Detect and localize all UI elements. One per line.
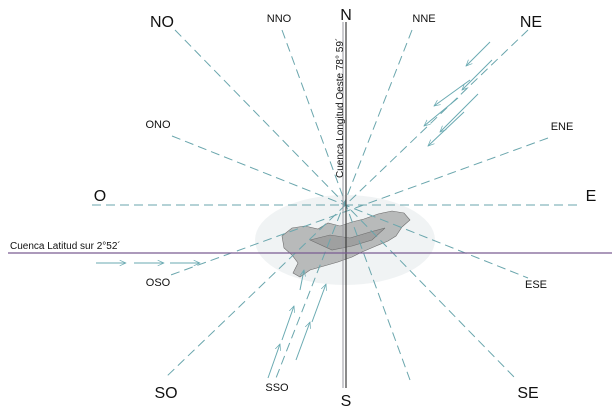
label-so: SO: [154, 385, 177, 402]
wind-arrows-sso: [267, 270, 326, 379]
label-se: SE: [517, 385, 538, 402]
label-ono: ONO: [145, 119, 171, 131]
longitude-annotation: Cuenca Longitud Oeste 78° 59´: [334, 38, 346, 178]
label-nno: NNO: [267, 13, 292, 25]
label-oso: OSO: [146, 277, 171, 289]
label-ne: NE: [520, 14, 542, 31]
label-e: E: [586, 188, 597, 205]
line-ono-ese: [171, 135, 529, 279]
label-n: N: [340, 7, 352, 24]
city-area: [255, 195, 435, 285]
label-nne: NNE: [412, 13, 435, 25]
line-no-se: [174, 29, 516, 379]
label-s: S: [341, 393, 352, 408]
label-o: O: [94, 188, 106, 205]
line-nne-sso: [275, 29, 413, 379]
label-no: NO: [150, 14, 174, 31]
label-sso: SSO: [265, 382, 289, 394]
latitude-annotation: Cuenca Latitud sur 2°52´: [10, 240, 121, 252]
meridian: [342, 22, 347, 388]
label-ene: ENE: [551, 121, 574, 133]
wind-arrows-ne: [424, 41, 493, 146]
direction-labels: N NNE NE ENE E ESE SE SSO S SO OSO O ONO…: [94, 7, 597, 408]
label-ese: ESE: [525, 279, 547, 291]
